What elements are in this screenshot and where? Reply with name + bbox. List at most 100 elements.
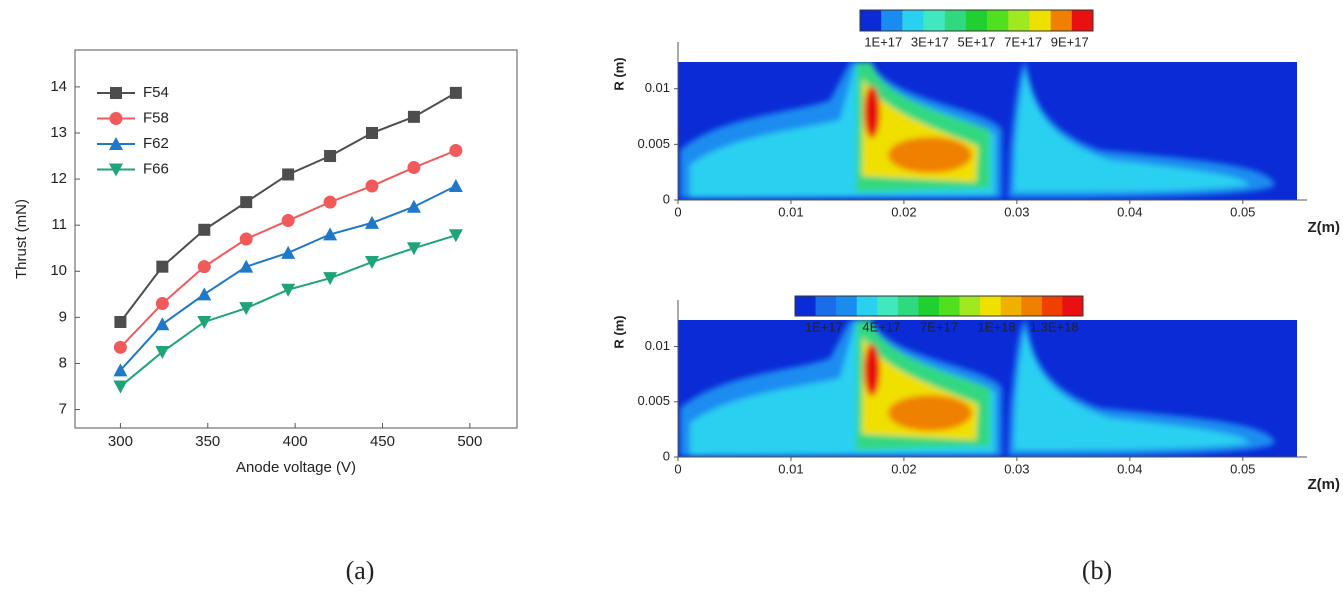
- marker: [197, 315, 212, 329]
- colorbar-swatch: [980, 296, 1002, 316]
- marker: [281, 214, 295, 228]
- contour-field: [678, 62, 1297, 200]
- y-tick-label: 10: [50, 262, 67, 279]
- x-tick-label: 0: [674, 204, 681, 219]
- marker: [113, 363, 128, 377]
- colorbar-swatch: [944, 10, 967, 31]
- x-tick-label: 0.03: [1004, 461, 1029, 476]
- y-tick-label: 0: [663, 448, 670, 463]
- y-tick-label: 0: [663, 191, 670, 206]
- legend-label: F66: [143, 160, 169, 177]
- marker: [155, 317, 170, 331]
- colorbar-swatch: [959, 296, 981, 316]
- marker: [281, 245, 296, 259]
- colorbar-label: 1.3E+18: [1030, 319, 1079, 334]
- colorbar-swatch: [860, 10, 882, 31]
- marker: [156, 260, 169, 273]
- colorbar-swatch: [836, 296, 858, 316]
- colorbar-swatch: [1021, 296, 1043, 316]
- marker: [449, 86, 462, 99]
- marker: [282, 168, 295, 181]
- colorbar-swatch: [1050, 10, 1073, 31]
- colorbar-swatch: [856, 296, 878, 316]
- marker: [365, 126, 378, 139]
- marker: [407, 110, 420, 123]
- marker: [109, 137, 123, 150]
- y-tick-label: 7: [59, 401, 67, 418]
- x-tick-label: 500: [457, 433, 482, 450]
- legend-label: F62: [143, 135, 169, 152]
- y-tick-label: 0.01: [645, 338, 670, 353]
- legend-label: F58: [143, 109, 169, 126]
- y-tick-label: 0.01: [645, 80, 670, 95]
- colorbar-label: 7E+17: [1004, 34, 1042, 49]
- colorbar-label: 1E+17: [805, 319, 843, 334]
- x-tick-label: 400: [283, 433, 308, 450]
- x-tick-label: 0.02: [891, 461, 916, 476]
- marker: [407, 161, 421, 175]
- series-line: [119, 185, 457, 372]
- marker: [448, 178, 463, 192]
- x-tick-label: 350: [195, 433, 220, 450]
- marker: [109, 163, 123, 177]
- x-tick-label: 0.04: [1117, 204, 1142, 219]
- colorbar-label: 3E+17: [911, 34, 949, 49]
- marker: [197, 260, 211, 274]
- y-tick-label: 8: [59, 354, 67, 371]
- marker: [155, 297, 169, 311]
- colorbar-swatch: [939, 296, 960, 316]
- x-axis-title: Z(m): [1308, 476, 1341, 493]
- colorbar-swatch: [1000, 296, 1022, 316]
- marker: [113, 380, 128, 394]
- marker: [364, 256, 379, 270]
- marker: [197, 287, 212, 301]
- y-axis-title: R (m): [611, 315, 626, 348]
- marker: [449, 143, 463, 157]
- colorbar-swatch: [1041, 296, 1063, 316]
- y-tick-label: 0.005: [637, 393, 670, 408]
- colorbar-swatch: [795, 296, 816, 316]
- marker: [324, 150, 337, 163]
- colorbar-swatch: [877, 296, 899, 316]
- x-tick-label: 0.02: [891, 204, 916, 219]
- y-tick-label: 13: [50, 124, 67, 141]
- contour-field: [678, 320, 1297, 457]
- marker: [114, 315, 127, 328]
- marker: [198, 223, 211, 236]
- marker: [323, 227, 338, 241]
- colorbar-swatch: [918, 296, 940, 316]
- marker: [239, 259, 254, 273]
- marker: [240, 196, 253, 209]
- marker: [406, 242, 421, 256]
- colorbar-frame: [794, 295, 1084, 317]
- y-axis-title: Thrust (mN): [13, 199, 30, 279]
- marker: [323, 272, 338, 286]
- x-tick-label: 0.05: [1230, 461, 1255, 476]
- x-tick-label: 0.01: [778, 461, 803, 476]
- marker: [281, 283, 296, 297]
- colorbar-label: 1E+17: [864, 34, 902, 49]
- x-tick-label: 0: [674, 461, 681, 476]
- y-tick-label: 12: [50, 170, 67, 187]
- marker: [239, 302, 254, 316]
- panel-caption: (a): [346, 556, 375, 585]
- marker: [448, 229, 463, 243]
- x-tick-label: 0.04: [1117, 461, 1142, 476]
- x-axis-title: Anode voltage (V): [236, 459, 356, 476]
- panel-caption: (b): [1082, 556, 1112, 585]
- colorbar-label: 5E+17: [958, 34, 996, 49]
- colorbar-swatch: [965, 10, 988, 31]
- colorbar-swatch: [815, 296, 837, 316]
- marker: [113, 340, 127, 354]
- colorbar-label: 1E+18: [978, 319, 1016, 334]
- colorbar-label: 9E+17: [1051, 34, 1089, 49]
- x-tick-label: 300: [108, 433, 133, 450]
- y-tick-label: 11: [51, 216, 67, 233]
- marker: [155, 345, 170, 359]
- y-tick-label: 14: [50, 78, 67, 95]
- colorbar-swatch: [923, 10, 946, 31]
- marker: [364, 215, 379, 229]
- marker: [365, 179, 379, 193]
- colorbar-swatch: [881, 10, 903, 31]
